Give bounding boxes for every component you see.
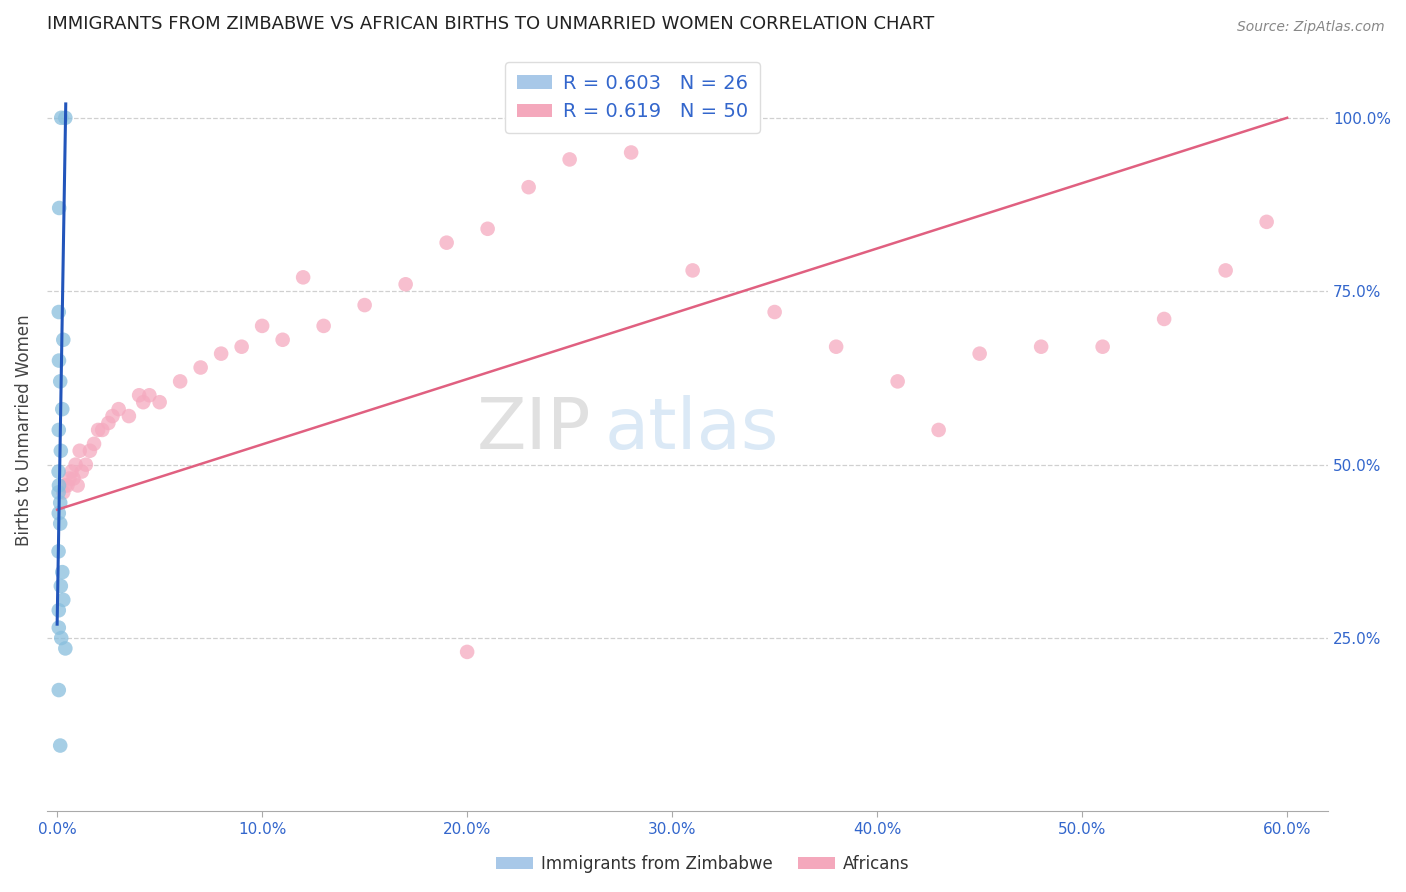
Point (48, 506, 70, 520)
Point (48, 201, 70, 215)
Point (66, 478, 89, 492)
Point (51, 402, 73, 417)
Point (1256, 215, 1278, 229)
Point (48, 683, 70, 698)
Point (620, 145, 643, 160)
Point (763, 305, 786, 319)
Point (58, 471, 80, 485)
Point (48, 603, 70, 617)
Text: ZIP: ZIP (477, 395, 592, 465)
Point (118, 409, 141, 423)
Point (48, 485, 70, 500)
Point (87, 423, 110, 437)
Legend: R = 0.603   N = 26, R = 0.619   N = 50: R = 0.603 N = 26, R = 0.619 N = 50 (505, 62, 761, 133)
Point (62, 471, 84, 485)
Point (51, 111, 73, 125)
Point (132, 395, 155, 409)
Point (436, 235, 458, 250)
Point (1029, 340, 1052, 354)
Point (138, 388, 160, 402)
Point (312, 318, 335, 333)
Point (149, 395, 172, 409)
Y-axis label: Births to Unmarried Women: Births to Unmarried Women (15, 314, 32, 546)
Point (53, 641, 76, 656)
Point (49, 579, 72, 593)
Point (60, 465, 83, 479)
Point (517, 180, 540, 194)
Point (1153, 312, 1175, 326)
Point (49, 516, 72, 531)
Point (456, 645, 478, 659)
Point (1091, 340, 1114, 354)
Point (353, 298, 375, 312)
Point (682, 263, 704, 277)
Point (48, 544, 70, 558)
Point (65, 458, 87, 472)
Text: Source: ZipAtlas.com: Source: ZipAtlas.com (1237, 20, 1385, 34)
Point (48, 465, 70, 479)
Point (209, 346, 232, 360)
Point (190, 360, 212, 375)
Point (231, 340, 253, 354)
Point (477, 221, 499, 235)
Point (48, 423, 70, 437)
Point (52, 593, 75, 607)
Point (70, 465, 93, 479)
Point (48, 305, 70, 319)
Point (51, 565, 73, 579)
Point (49, 496, 72, 510)
Point (886, 375, 908, 389)
Point (128, 388, 150, 402)
Text: IMMIGRANTS FROM ZIMBABWE VS AFRICAN BIRTHS TO UNMARRIED WOMEN CORRELATION CHART: IMMIGRANTS FROM ZIMBABWE VS AFRICAN BIRT… (46, 15, 934, 33)
Point (395, 277, 418, 292)
Point (558, 153, 581, 167)
Point (56, 478, 79, 492)
Point (52, 333, 75, 347)
Point (101, 409, 124, 423)
Point (53, 478, 76, 492)
Point (48, 621, 70, 635)
Point (69, 443, 91, 458)
Point (928, 423, 950, 437)
Point (250, 318, 273, 333)
Point (97, 416, 120, 430)
Point (91, 423, 114, 437)
Point (825, 340, 848, 354)
Point (292, 270, 315, 285)
Point (75, 458, 97, 472)
Point (169, 375, 191, 389)
Point (107, 402, 129, 417)
Point (1215, 263, 1237, 277)
Point (51, 631, 73, 645)
Point (83, 437, 105, 451)
Legend: Immigrants from Zimbabwe, Africans: Immigrants from Zimbabwe, Africans (489, 848, 917, 880)
Point (53, 111, 76, 125)
Point (271, 333, 294, 347)
Point (52, 485, 75, 500)
Point (49, 375, 72, 389)
Point (49, 443, 72, 458)
Point (79, 443, 101, 458)
Text: atlas: atlas (605, 395, 779, 465)
Point (49, 739, 72, 753)
Point (48, 353, 70, 368)
Point (48, 478, 70, 492)
Point (969, 346, 991, 360)
